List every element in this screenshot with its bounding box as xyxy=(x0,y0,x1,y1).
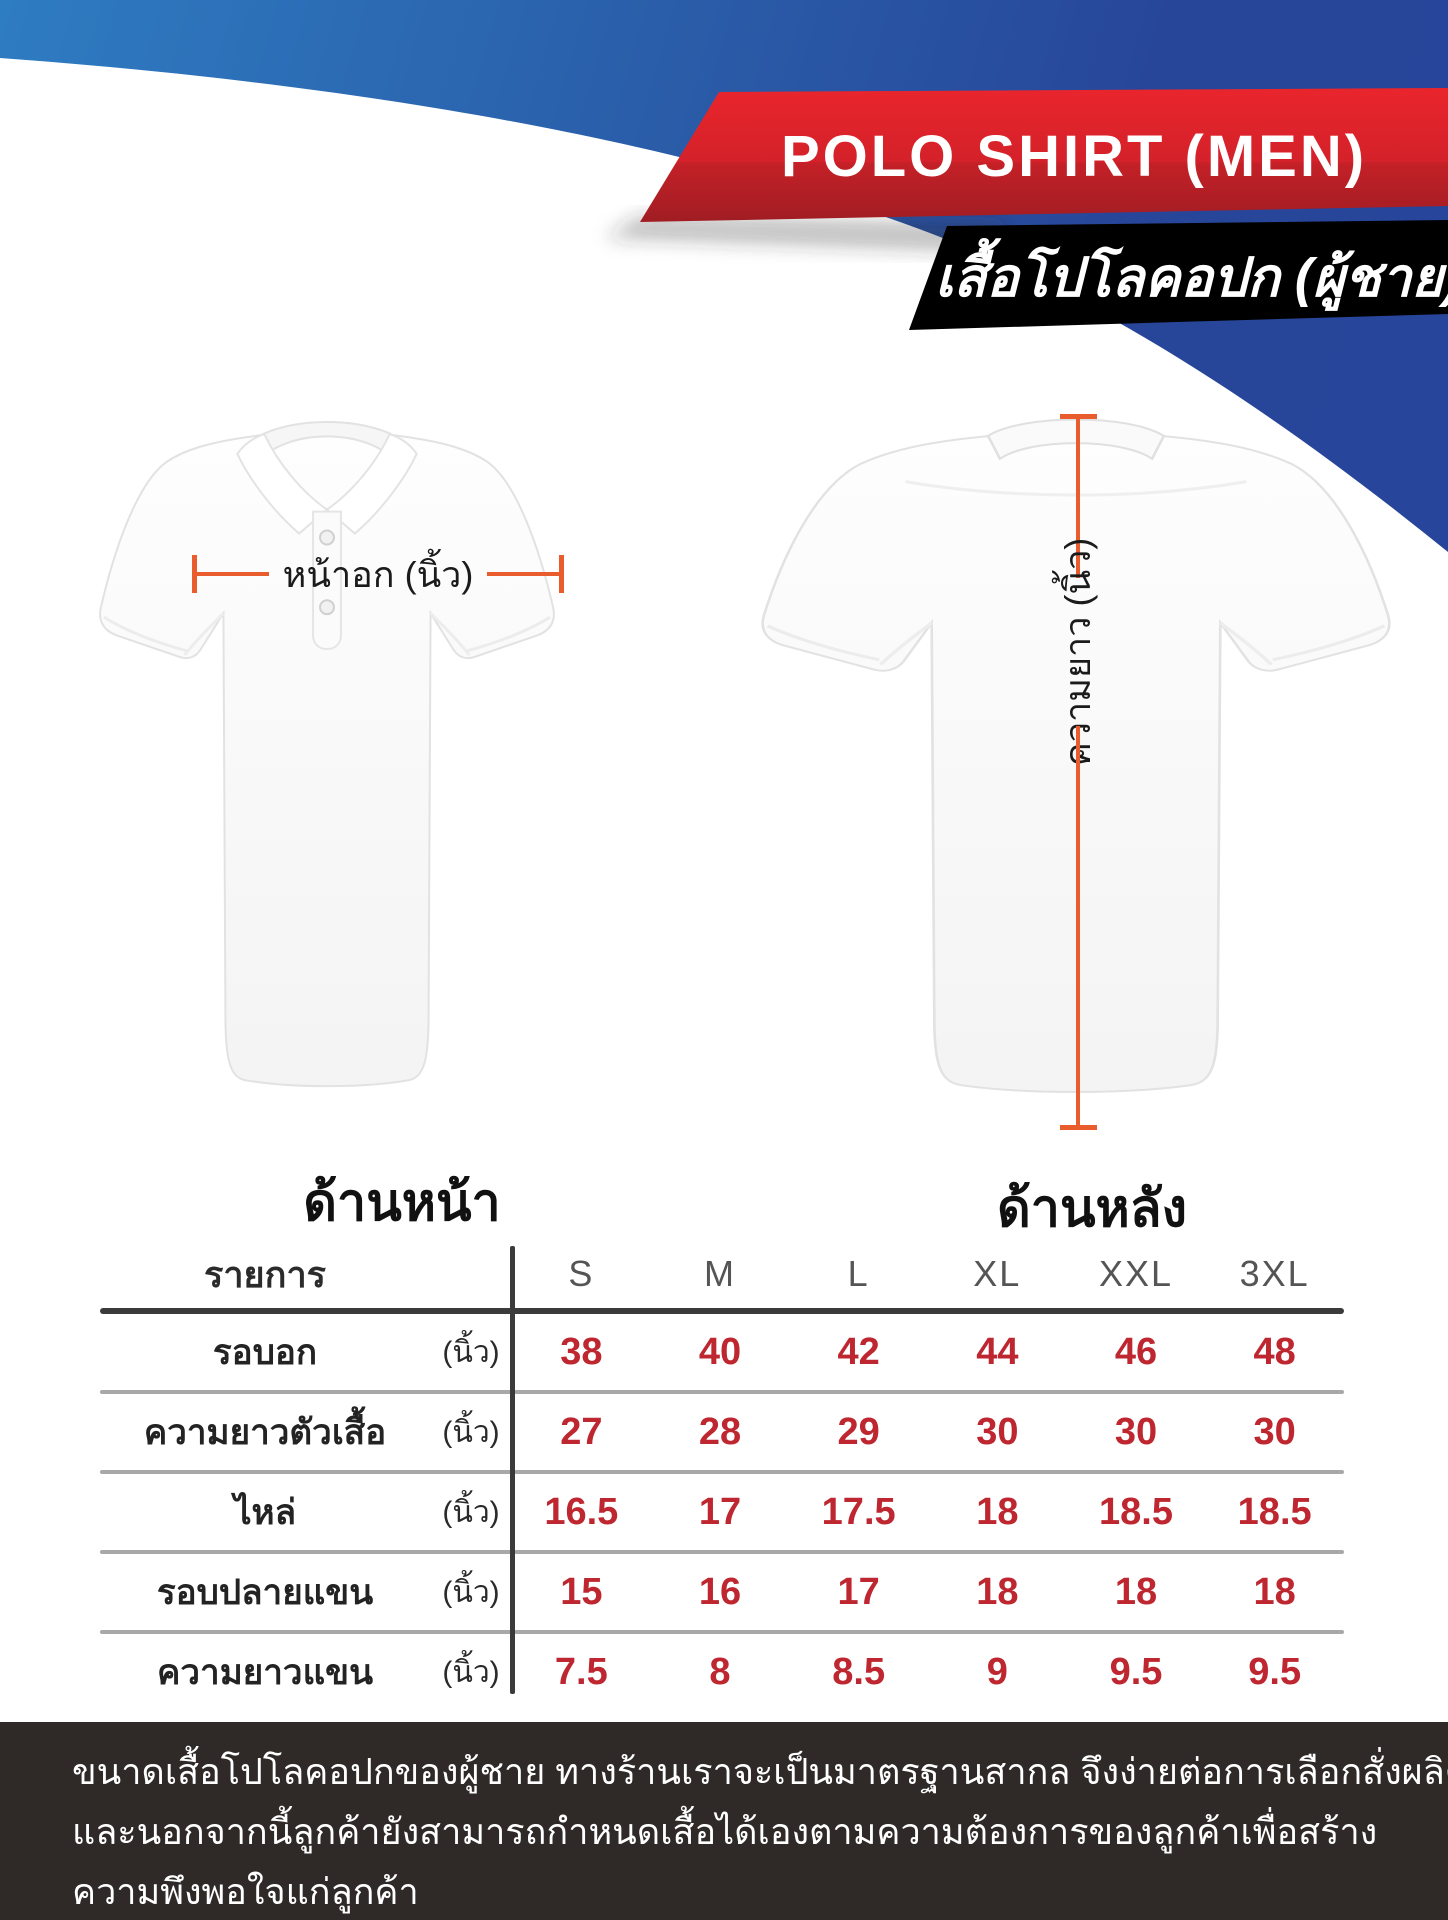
size-header: M xyxy=(703,1253,736,1294)
measure-line xyxy=(1076,418,1080,578)
measure-end-cap xyxy=(1060,414,1097,419)
size-header: S xyxy=(568,1253,595,1294)
measure-line xyxy=(197,572,269,576)
shirt-button xyxy=(319,599,335,616)
shirt-button xyxy=(319,529,335,546)
table-row-body-length: ความยาวตัวเสื้อ (นิ้ว) 27 28 29 30 30 30 xyxy=(143,1410,1296,1453)
black-ribbon-shape xyxy=(909,220,1448,330)
measure-end-cap xyxy=(559,555,564,593)
back-view-label: ด้านหลัง xyxy=(996,1180,1188,1238)
table-row-divider xyxy=(100,1630,1344,1634)
table-column-divider xyxy=(510,1246,515,1694)
size-table: รายการ S M L XL XXL 3XL รอบอก (นิ้ว) 38 … xyxy=(100,1240,1344,1710)
footer-text-line: ขนาดเสื้อโปโลคอปกของผู้ชาย ทางร้านเราจะเ… xyxy=(72,1751,1448,1792)
measure-line xyxy=(1076,726,1080,1126)
chest-measure-label: หน้าอก (นิ้ว) xyxy=(282,553,474,595)
size-header: L xyxy=(847,1253,870,1294)
table-row-chest: รอบอก (นิ้ว) 38 40 42 44 46 48 xyxy=(212,1330,1296,1373)
item-column-header: รายการ xyxy=(204,1253,326,1295)
front-shirt-image xyxy=(99,420,555,1088)
table-row-sleeve-length: ความยาวแขน (นิ้ว) 7.5 8 8.5 9 9.5 9.5 xyxy=(156,1650,1302,1693)
size-header: XL xyxy=(973,1253,1022,1294)
page-title: POLO SHIRT (MEN) xyxy=(780,124,1368,189)
footer-text-line: และนอกจากนี้ลูกค้ายังสามารถกำหนดเสื้อได้… xyxy=(72,1811,1378,1852)
table-row-sleeve-opening: รอบปลายแขน (นิ้ว) 15 16 17 18 18 18 xyxy=(156,1570,1296,1613)
table-row-divider xyxy=(100,1470,1344,1474)
measure-line xyxy=(487,572,559,576)
measure-end-cap xyxy=(1060,1125,1097,1130)
size-header: 3XL xyxy=(1239,1253,1310,1294)
table-header-divider xyxy=(100,1308,1344,1314)
chest-measure-line: หน้าอก (นิ้ว) xyxy=(192,554,564,595)
size-table-header-row: รายการ S M L XL XXL 3XL xyxy=(100,1240,1344,1308)
table-row-divider xyxy=(100,1390,1344,1394)
footer-text-line: ความพึงพอใจแก่ลูกค้า xyxy=(72,1871,419,1912)
size-header: XXL xyxy=(1098,1253,1174,1294)
table-row-divider xyxy=(100,1550,1344,1554)
header-banner-graphic xyxy=(0,0,1448,552)
front-placket xyxy=(312,510,342,651)
red-ribbon-shape xyxy=(640,88,1448,222)
measure-end-cap xyxy=(192,555,197,593)
footer-description: ขนาดเสื้อโปโลคอปกของผู้ชาย ทางร้านเราจะเ… xyxy=(0,1722,1448,1920)
page-subtitle-thai: เสื้อโปโลคอปก (ผู้ชาย) xyxy=(935,248,1448,308)
front-view-label: ด้านหน้า xyxy=(303,1174,501,1232)
table-row-shoulder: ไหล่ (นิ้ว) 16.5 17 17.5 18 18.5 18.5 xyxy=(233,1490,1312,1533)
